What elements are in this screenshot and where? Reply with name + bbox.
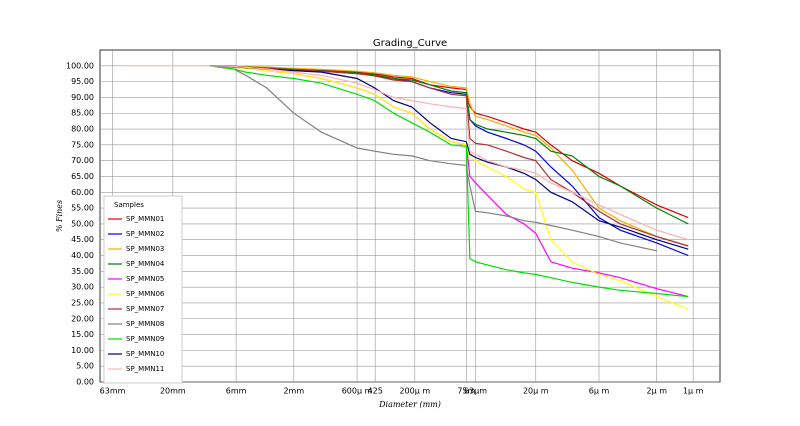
y-tick-label: 15.00 xyxy=(71,330,94,339)
x-tick-label: 2mm xyxy=(283,387,304,396)
legend-label: SP_MMN04 xyxy=(126,260,165,268)
y-tick-label: 20.00 xyxy=(71,314,94,323)
y-tick-label: 80.00 xyxy=(71,125,94,134)
legend-box xyxy=(103,195,183,384)
legend-label: SP_MMN01 xyxy=(126,215,164,223)
y-tick-label: 85.00 xyxy=(71,109,94,118)
x-axis-label: Diameter (mm) xyxy=(378,400,441,409)
legend-label: SP_MMN08 xyxy=(126,320,164,328)
series-line xyxy=(209,65,689,298)
y-tick-label: 100.00 xyxy=(66,61,94,70)
x-tick-label: 63mm xyxy=(100,387,126,396)
y-tick-label: 55.00 xyxy=(71,204,94,213)
chart-title: Grading_Curve xyxy=(373,38,447,49)
series-line xyxy=(124,65,689,241)
legend-label: SP_MMN02 xyxy=(126,230,164,238)
y-tick-label: 95.00 xyxy=(71,77,94,86)
y-tick-label: 60.00 xyxy=(71,188,94,197)
legend-label: SP_MMN06 xyxy=(126,290,165,298)
y-tick-label: 40.00 xyxy=(71,251,94,260)
y-tick-label: 30.00 xyxy=(71,283,94,292)
series-line xyxy=(209,65,689,310)
x-tick-label: 20mm xyxy=(160,387,186,396)
y-tick-label: 25.00 xyxy=(71,298,94,307)
x-tick-label: 75m xyxy=(457,387,475,396)
x-tick-label: 63µm xyxy=(464,387,487,396)
x-tick-label: 2µ m xyxy=(646,387,667,396)
y-tick-label: 50.00 xyxy=(71,219,94,228)
legend-title: Samples xyxy=(114,201,144,209)
legend-label: SP_MMN03 xyxy=(126,245,164,253)
legend-label: SP_MMN05 xyxy=(126,275,164,283)
y-tick-label: 0.00 xyxy=(76,378,94,387)
x-tick-label: 200µ m xyxy=(399,387,430,396)
legend-label: SP_MMN07 xyxy=(126,305,164,313)
y-tick-label: 70.00 xyxy=(71,156,94,165)
legend-label: SP_MMN11 xyxy=(126,365,164,373)
x-tick-label: 425 xyxy=(368,387,383,396)
y-tick-label: 35.00 xyxy=(71,267,94,276)
legend-label: SP_MMN10 xyxy=(126,350,164,358)
x-tick-label: 6µ m xyxy=(589,387,610,396)
series-line xyxy=(209,65,689,298)
series-line xyxy=(209,65,689,219)
x-tick-label: 20µ m xyxy=(523,387,549,396)
y-tick-label: 65.00 xyxy=(71,172,94,181)
y-tick-label: 90.00 xyxy=(71,93,94,102)
y-tick-label: 75.00 xyxy=(71,140,94,149)
series-line xyxy=(209,65,689,250)
y-tick-label: 5.00 xyxy=(76,362,94,371)
legend-label: SP_MMN09 xyxy=(126,335,164,343)
x-tick-label: 6mm xyxy=(226,387,247,396)
x-tick-label: 600µ m xyxy=(342,387,373,396)
series-line xyxy=(209,65,657,252)
y-tick-label: 45.00 xyxy=(71,235,94,244)
x-tick-label: 1µ m xyxy=(683,387,704,396)
y-axis-label: % Fines xyxy=(55,200,64,232)
y-tick-label: 10.00 xyxy=(71,346,94,355)
series-line xyxy=(209,65,689,247)
